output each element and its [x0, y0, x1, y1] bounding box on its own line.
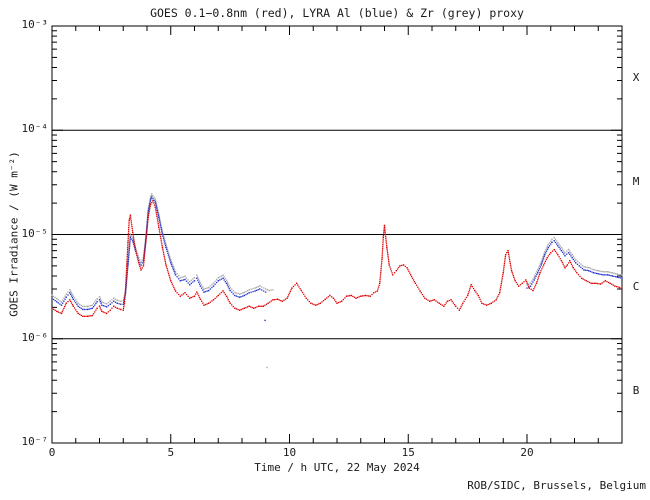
x-axis-label: Time / h UTC, 22 May 2024	[254, 461, 420, 474]
y-tick-label: 10⁻⁷	[21, 435, 49, 448]
y-tick-label: 10⁻⁶	[21, 330, 49, 344]
x-tick-label: 20	[520, 446, 534, 459]
x-tick-label: 15	[401, 446, 415, 459]
flare-class-label-x: X	[632, 71, 640, 85]
chart-title: GOES 0.1−0.8nm (red), LYRA Al (blue) & Z…	[150, 6, 524, 20]
x-tick-label: 0	[48, 446, 56, 459]
x-tick-label: 5	[167, 446, 175, 459]
x-tick-label: 10	[282, 446, 297, 459]
y-tick-label: 10⁻⁴	[21, 122, 49, 136]
y-tick-label: 10⁻⁵	[21, 226, 49, 240]
flare-class-label-b: B	[632, 383, 640, 397]
flare-class-label-c: C	[632, 279, 640, 293]
credit-text: ROB/SIDC, Brussels, Belgium	[467, 479, 646, 492]
flare-class-label-m: M	[632, 175, 640, 189]
y-tick-label: 10⁻³	[21, 18, 49, 31]
